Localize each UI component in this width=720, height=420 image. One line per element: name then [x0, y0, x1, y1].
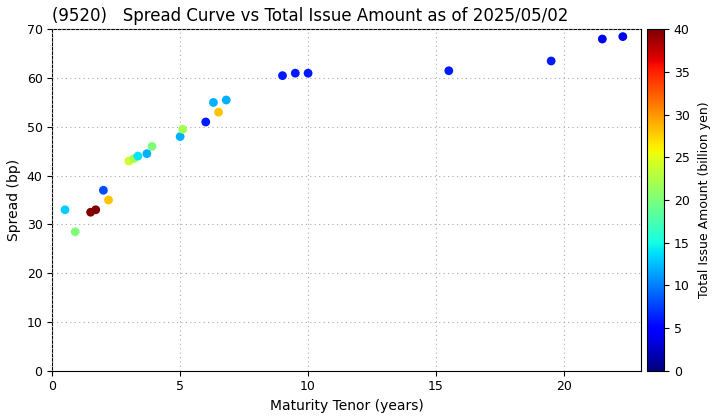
- Y-axis label: Total Issue Amount (billion yen): Total Issue Amount (billion yen): [698, 102, 711, 298]
- Point: [289, 70, 301, 76]
- Point: [200, 118, 212, 125]
- Point: [103, 197, 114, 203]
- Point: [132, 153, 144, 160]
- Point: [98, 187, 109, 194]
- Point: [617, 33, 629, 40]
- Point: [443, 67, 454, 74]
- Point: [59, 206, 71, 213]
- Point: [545, 58, 557, 64]
- Point: [207, 99, 219, 106]
- Point: [276, 72, 288, 79]
- Point: [213, 109, 225, 116]
- Point: [128, 155, 140, 162]
- Point: [597, 36, 608, 42]
- X-axis label: Maturity Tenor (years): Maturity Tenor (years): [269, 399, 423, 413]
- Point: [141, 150, 153, 157]
- Point: [85, 209, 96, 215]
- Point: [70, 228, 81, 235]
- Point: [146, 143, 158, 150]
- Text: (9520)   Spread Curve vs Total Issue Amount as of 2025/05/02: (9520) Spread Curve vs Total Issue Amoun…: [53, 7, 569, 25]
- Point: [302, 70, 314, 76]
- Point: [174, 133, 186, 140]
- Point: [220, 97, 232, 103]
- Point: [90, 206, 102, 213]
- Point: [177, 126, 189, 133]
- Y-axis label: Spread (bp): Spread (bp): [7, 159, 21, 241]
- Point: [123, 158, 135, 164]
